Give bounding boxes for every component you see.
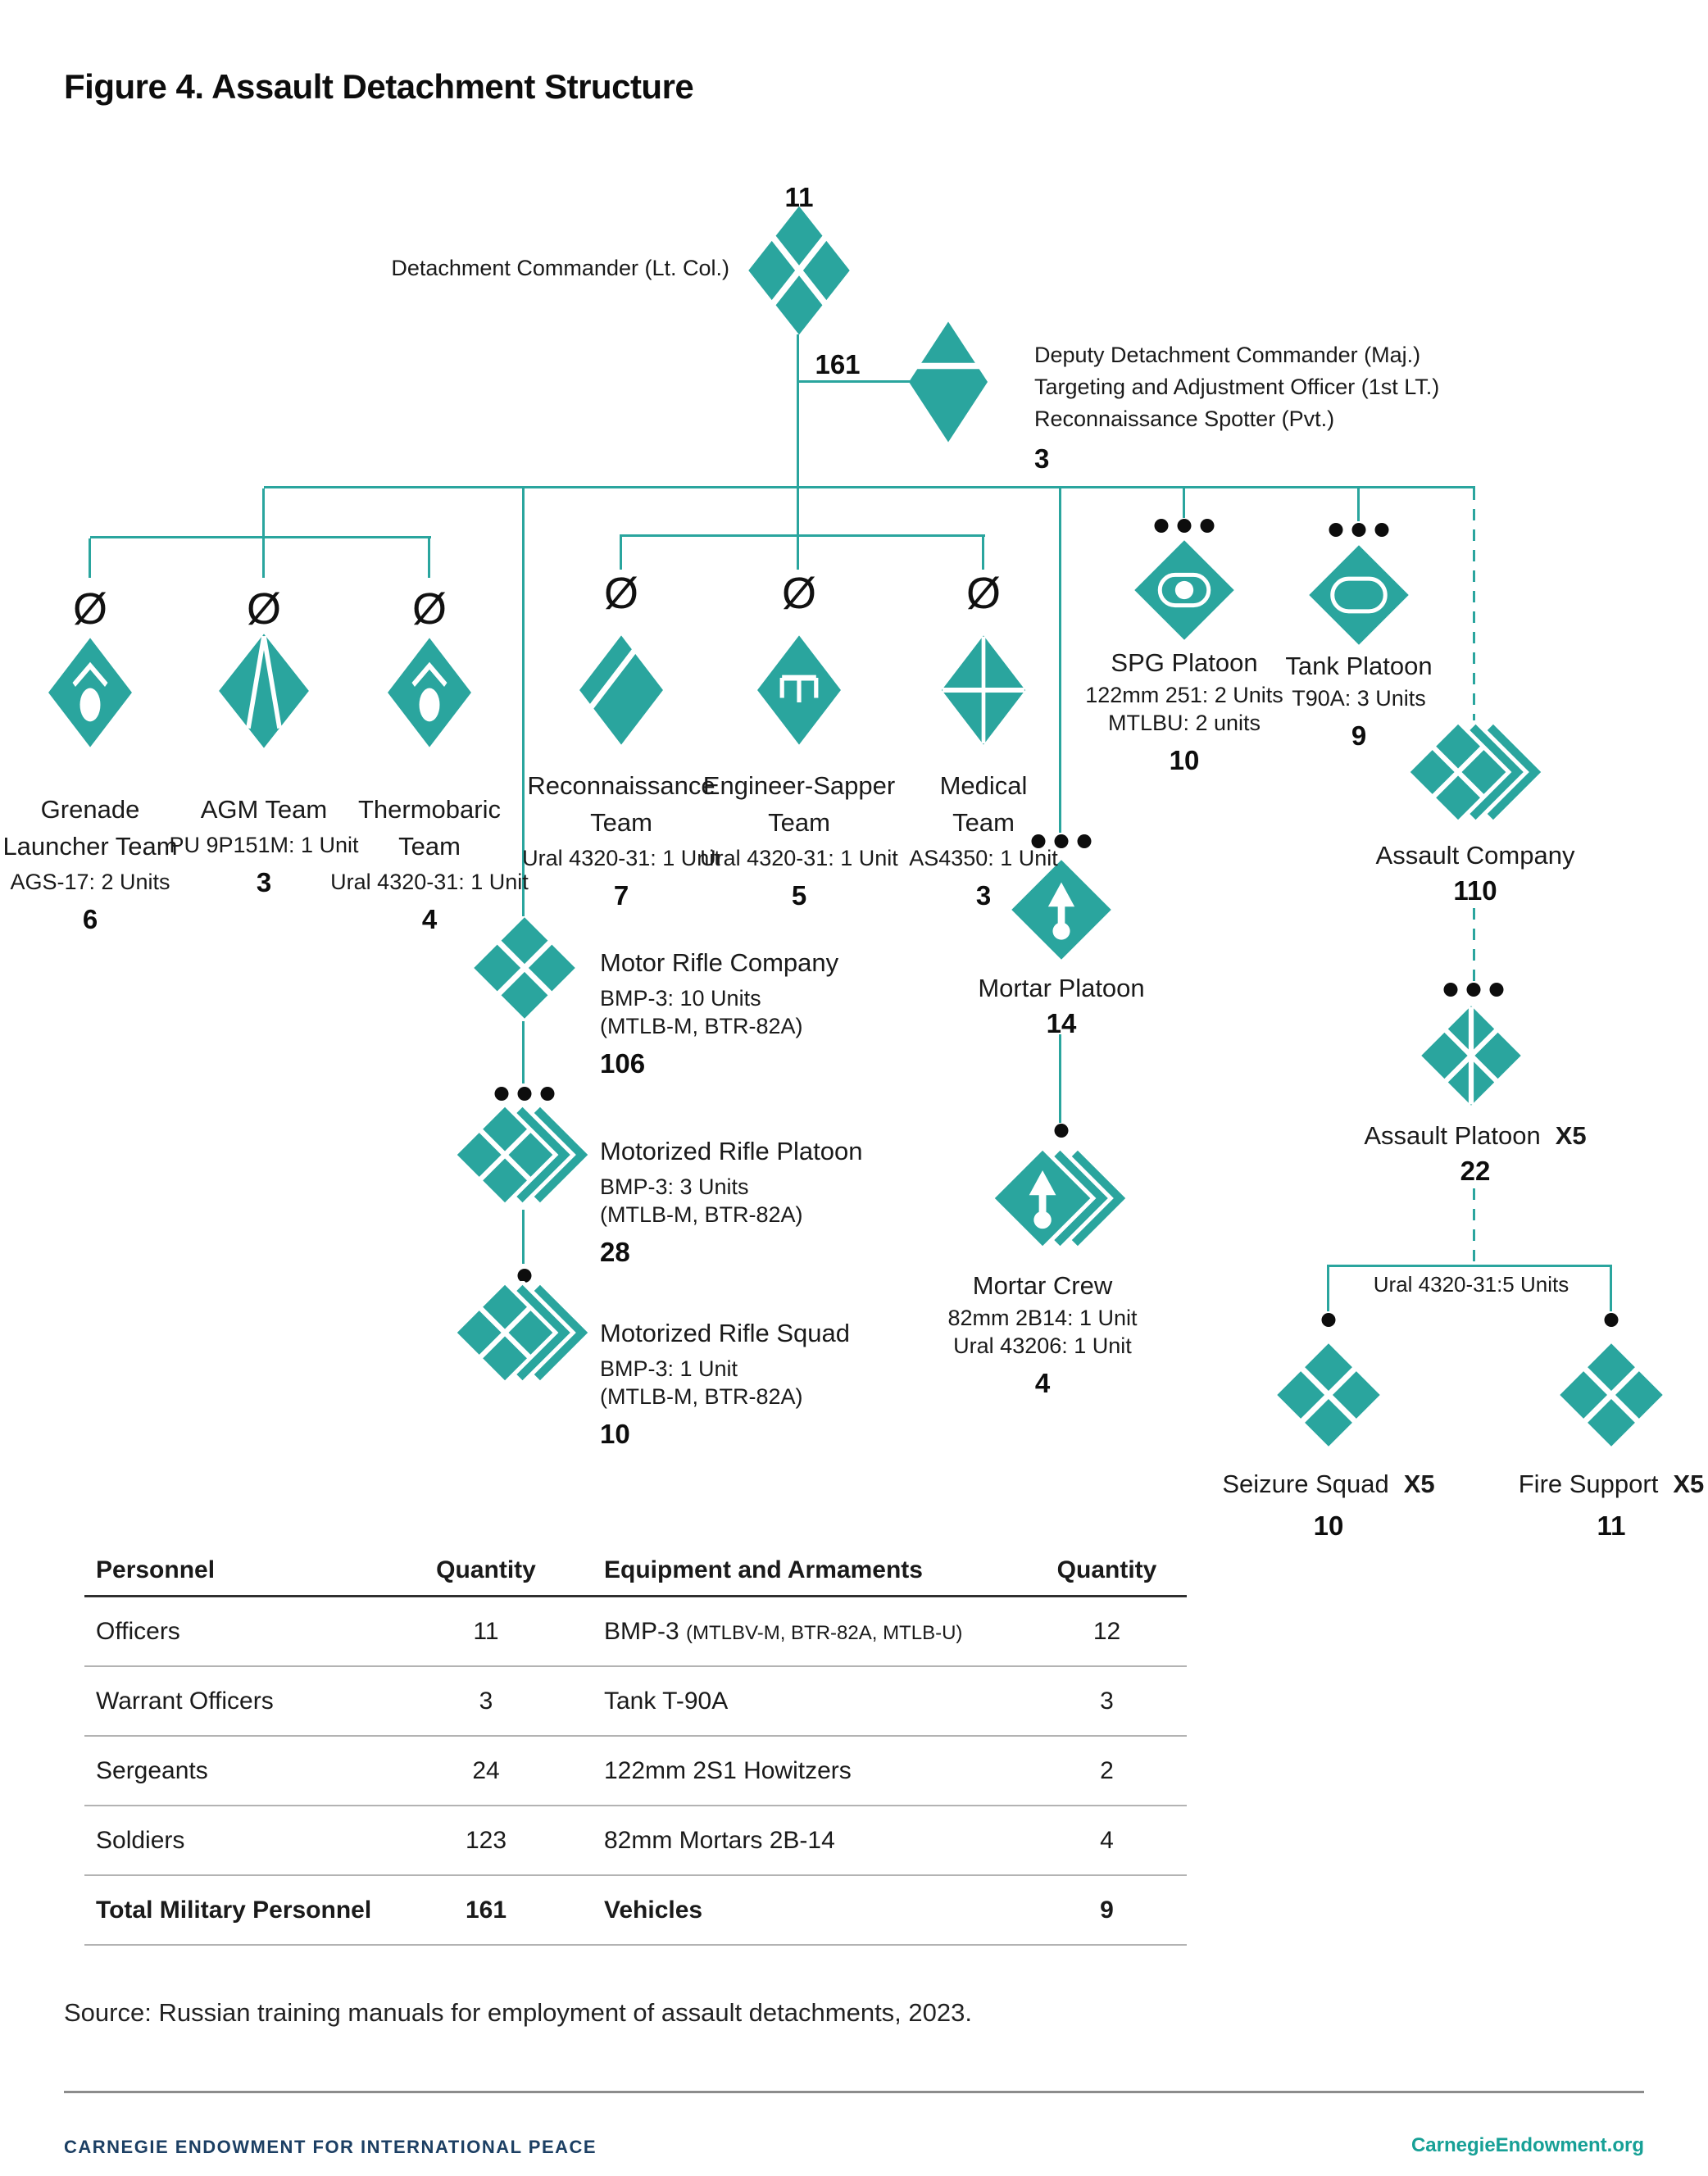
team-echelon-mark: Ø [603,569,639,618]
connector [89,538,91,578]
motorized-rifle-squad-stacked-icon [453,1281,592,1384]
connector [797,537,799,570]
source-note: Source: Russian training manuals for emp… [64,1998,972,2027]
connector [620,537,622,570]
connector [522,1021,525,1083]
engineer-sapper-team-icon [756,634,842,746]
mortar-crew-label: Mortar Crew 82mm 2B14: 1 Unit Ural 43206… [947,1271,1138,1398]
footer-divider [64,2091,1644,2093]
deputy-line3: Reconnaissance Spotter (Pvt.) [1034,407,1335,431]
connector [428,538,430,578]
connector-dashed [1473,488,1475,720]
team-echelon-mark: Ø [72,584,108,634]
medical-team-label: Medical Team AS4350: 1 Unit 3 [909,771,1058,911]
connector [982,537,984,570]
connector [90,536,431,538]
table-row: Warrant Officers 3 Tank T-90A 3 [84,1667,1187,1737]
squad-branch-note: Ural 4320-31:5 Units [1373,1272,1569,1297]
squad-echelon-dot [1604,1313,1619,1327]
connector [620,534,985,537]
team-echelon-mark: Ø [246,584,282,634]
connector-dashed [1473,1188,1475,1265]
multiplier-x5: X5 [1403,1470,1435,1498]
motorized-rifle-platoon-label: Motorized Rifle Platoon BMP-3: 3 Units (… [600,1137,863,1267]
thermobaric-team-icon [387,637,472,748]
multiplier-x5: X5 [1673,1470,1705,1498]
agm-team-label: AGM Team PU 9P151M: 1 Unit 3 [169,795,359,897]
connector [1183,488,1185,518]
assault-platoon-icon [1420,1005,1522,1106]
commander-qty: 11 [784,182,814,212]
team-echelon-mark: Ø [781,569,817,618]
squad-echelon-dot [517,1269,532,1283]
connector [522,488,525,916]
medical-team-icon [941,634,1026,746]
agm-team-icon [218,633,310,749]
deputy-label-block: Deputy Detachment Commander (Maj.) Targe… [1034,339,1439,476]
figure-title: Figure 4. Assault Detachment Structure [64,67,694,106]
connector [1610,1267,1612,1311]
connector [1059,1034,1061,1123]
table-row: Officers 11 BMP-3 (MTLBV-M, BTR-82A, MTL… [84,1597,1187,1667]
squad-echelon-dot [1054,1124,1069,1138]
fire-support-icon [1559,1342,1664,1447]
assault-company-label: Assault Company 110 [1375,841,1575,906]
commander-label: Detachment Commander (Lt. Col.) [391,256,729,280]
motor-rifle-company-label: Motor Rifle Company BMP-3: 10 Units (MTL… [600,948,839,1079]
grenade-launcher-team-icon [48,637,133,748]
team-echelon-mark: Ø [411,584,447,634]
connector [798,380,913,383]
motorized-rifle-platoon-stacked-icon [453,1103,592,1206]
table-header-row: Personnel Quantity Equipment and Armamen… [84,1546,1187,1597]
tank-platoon-label: Tank Platoon T90A: 3 Units 9 [1285,652,1433,751]
spg-platoon-icon [1133,539,1235,641]
seizure-squad-label: Seizure Squad X5 10 [1222,1470,1435,1541]
connector [797,334,799,488]
mortar-platoon-label: Mortar Platoon 14 [978,974,1145,1038]
connector [262,488,265,538]
fire-support-label: Fire Support X5 11 [1518,1470,1705,1541]
detachment-commander-diamond-icon [747,205,851,336]
connector [522,1210,525,1264]
grenade-launcher-team-label: Grenade Launcher Team AGS-17: 2 Units 6 [2,795,178,934]
reconnaissance-team-icon [579,634,664,746]
team-echelon-mark: Ø [965,569,1002,618]
connector [1327,1265,1612,1267]
connector [1059,488,1061,833]
deputy-branch-qty: 161 [815,349,861,379]
connector-dashed [1473,908,1475,983]
platoon-echelon-dots [494,1087,555,1101]
seizure-squad-icon [1276,1342,1381,1447]
connector [1357,488,1360,521]
squad-echelon-dot [1321,1313,1336,1327]
reconnaissance-team-label: Reconnaissance Team Ural 4320-31: 1 Unit… [522,771,720,911]
table-row: Soldiers 123 82mm Mortars 2B-14 4 [84,1806,1187,1876]
deputy-line1: Deputy Detachment Commander (Maj.) [1034,343,1421,367]
connector [797,488,799,536]
platoon-echelon-dots [1329,523,1389,537]
footer-org-name: CARNEGIE ENDOWMENT FOR INTERNATIONAL PEA… [64,2137,597,2157]
deputy-line2: Targeting and Adjustment Officer (1st LT… [1034,375,1440,399]
spg-platoon-label: SPG Platoon 122mm 251: 2 Units MTLBU: 2 … [1085,648,1283,775]
motorized-rifle-squad-label: Motorized Rifle Squad BMP-3: 1 Unit (MTL… [600,1319,850,1449]
mortar-crew-stacked-icon [991,1147,1129,1250]
connector [1327,1267,1329,1311]
table-total-row: Total Military Personnel 161 Vehicles 9 [84,1876,1187,1946]
tank-platoon-icon [1308,544,1410,646]
platoon-echelon-dots [1443,983,1504,997]
deputy-commander-diamond-icon [908,320,988,443]
footer-website-link[interactable]: CarnegieEndowment.org [1410,2134,1644,2156]
multiplier-x5: X5 [1555,1121,1587,1150]
assault-platoon-label: Assault Platoon X5 22 [1364,1121,1587,1186]
personnel-equipment-table: Personnel Quantity Equipment and Armamen… [84,1546,1187,1946]
platoon-echelon-dots [1031,834,1092,848]
connector-main [264,486,1475,488]
platoon-echelon-dots [1154,519,1215,533]
thermobaric-team-label: Thermobaric Team Ural 4320-31: 1 Unit 4 [330,795,529,934]
table-row: Sergeants 24 122mm 2S1 Howitzers 2 [84,1737,1187,1806]
deputy-qty: 3 [1034,443,1050,474]
connector [262,538,265,578]
engineer-sapper-team-label: Engineer-Sapper Team Ural 4320-31: 1 Uni… [700,771,898,911]
